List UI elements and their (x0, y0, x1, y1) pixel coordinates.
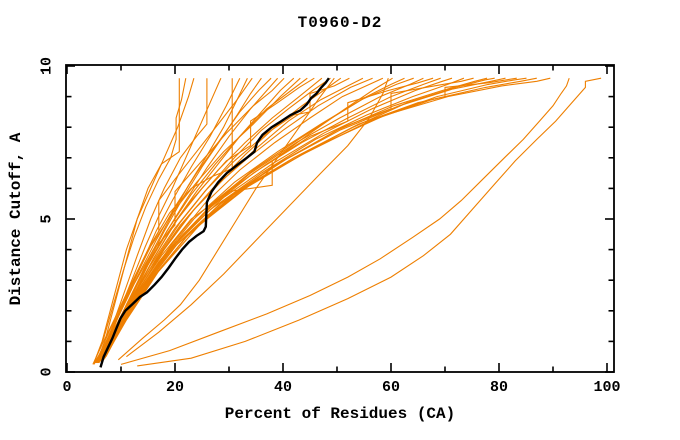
chart-title: T0960-D2 (297, 14, 383, 32)
x-tick-label: 100 (593, 379, 621, 396)
x-tick-label: 0 (62, 379, 72, 396)
model-curve (103, 77, 434, 359)
model-curve (94, 77, 465, 364)
model-curve (96, 77, 350, 364)
plot-frame (65, 64, 615, 373)
model-curve (120, 78, 570, 365)
model-curve (99, 77, 424, 362)
model-curve (103, 77, 342, 359)
x-tick-label: 40 (273, 379, 293, 396)
model-curve (100, 77, 517, 362)
model-curve (102, 77, 551, 361)
model-curve (93, 77, 285, 365)
x-tick-label: 20 (165, 379, 185, 396)
y-tick-label: 0 (38, 367, 56, 377)
model-curve (93, 78, 195, 363)
y-tick-label: 10 (38, 56, 56, 76)
y-axis-label: Distance Cutoff, A (7, 132, 25, 306)
model-curve (137, 77, 602, 367)
x-axis-label: Percent of Residues (CA) (224, 405, 456, 423)
x-tick-label: 60 (381, 379, 401, 396)
y-tick-label: 5 (38, 214, 56, 224)
model-curve (126, 78, 389, 358)
model-curve (102, 77, 495, 361)
model-curve (102, 77, 384, 361)
x-tick-label: 80 (489, 379, 509, 396)
model-curve (117, 77, 335, 361)
model-curve (98, 77, 331, 362)
model-curve (95, 77, 506, 364)
highlighted-model-curve (99, 77, 330, 368)
model-curve (93, 78, 187, 364)
model-curve (92, 77, 301, 365)
